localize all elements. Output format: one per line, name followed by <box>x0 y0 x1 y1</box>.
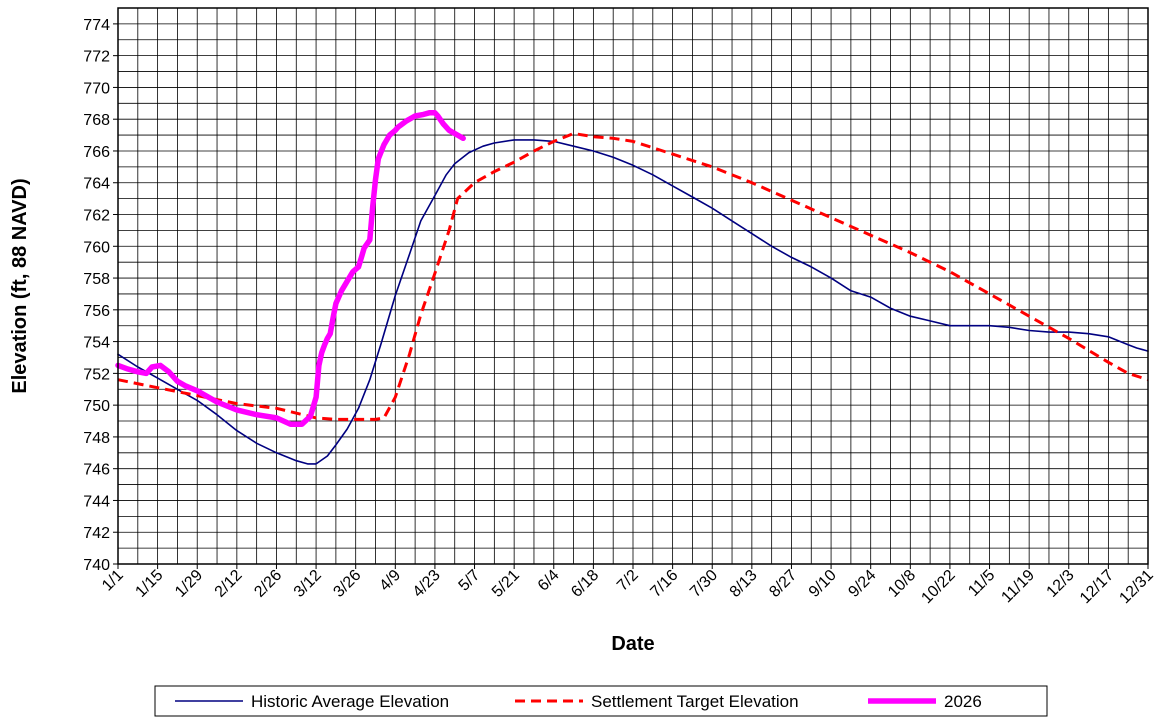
y-axis-title: Elevation (ft, 88 NAVD) <box>9 178 31 393</box>
y-tick-label: 766 <box>83 144 110 161</box>
x-tick-label: 2/26 <box>251 567 285 601</box>
x-tick-label: 4/23 <box>410 567 444 601</box>
x-tick-label: 7/16 <box>647 567 681 601</box>
x-tick-label: 9/10 <box>806 567 840 601</box>
legend: Historic Average Elevation Settlement Tar… <box>154 685 1048 717</box>
x-tick-label: 3/26 <box>330 567 364 601</box>
x-tick-label: 12/3 <box>1044 567 1078 601</box>
series-lines <box>115 110 1149 465</box>
x-tick-label: 10/8 <box>885 567 919 601</box>
x-tick-label: 12/17 <box>1077 567 1117 607</box>
y-tick-label: 746 <box>83 462 110 479</box>
y-tick-label: 764 <box>83 176 110 193</box>
y-axis-ticks: 740 742 744 746 748 750 752 754 756 758 760 762 764 7… <box>83 17 118 574</box>
x-axis-title: Date <box>611 633 654 655</box>
y-tick-label: 760 <box>83 239 110 256</box>
x-tick-label: 4/9 <box>376 567 404 595</box>
series-line-0 <box>117 139 1149 465</box>
x-tick-label: 1/15 <box>132 567 166 601</box>
x-tick-label: 8/27 <box>766 567 800 601</box>
y-tick-label: 768 <box>83 112 110 129</box>
series-line-2 <box>115 110 466 427</box>
legend-label-2: 2026 <box>944 692 982 711</box>
y-tick-label: 750 <box>83 398 110 415</box>
y-tick-label: 754 <box>83 335 110 352</box>
x-tick-label: 2/12 <box>212 567 246 601</box>
y-tick-label: 762 <box>83 208 110 225</box>
y-tick-label: 770 <box>83 80 110 97</box>
y-tick-label: 774 <box>83 17 110 34</box>
x-tick-label: 9/24 <box>845 567 879 601</box>
y-tick-label: 742 <box>83 525 110 542</box>
y-tick-label: 756 <box>83 303 110 320</box>
x-tick-label: 5/7 <box>456 567 484 595</box>
x-axis-ticks: 1/1 1/15 1/29 2/12 2/26 3/12 3/26 4/9 4/23 5/7 5/2… <box>99 564 1157 607</box>
y-tick-label: 758 <box>83 271 110 288</box>
x-tick-label: 6/4 <box>535 567 563 595</box>
x-tick-label: 12/31 <box>1116 567 1156 607</box>
legend-box <box>154 685 1048 717</box>
x-tick-label: 11/19 <box>998 567 1038 607</box>
x-tick-label: 11/5 <box>965 567 998 600</box>
y-tick-label: 772 <box>83 49 110 66</box>
legend-label-1: Settlement Target Elevation <box>591 692 799 711</box>
legend-items: Historic Average Elevation Settlement Tar… <box>175 692 982 711</box>
x-tick-label: 8/13 <box>727 567 761 601</box>
x-tick-label: 5/21 <box>489 567 523 601</box>
y-tick-label: 752 <box>83 366 110 383</box>
x-tick-label: 1/29 <box>172 567 206 601</box>
y-tick-label: 744 <box>83 493 110 510</box>
x-tick-label: 7/30 <box>687 567 721 601</box>
x-tick-label: 7/2 <box>614 567 642 595</box>
y-tick-label: 740 <box>83 557 110 574</box>
x-tick-label: 6/18 <box>568 567 602 601</box>
x-tick-label: 10/22 <box>918 567 958 607</box>
y-tick-label: 748 <box>83 430 110 447</box>
legend-label-0: Historic Average Elevation <box>251 692 449 711</box>
series-line-1 <box>117 132 1149 421</box>
x-tick-label: 3/12 <box>291 567 325 601</box>
